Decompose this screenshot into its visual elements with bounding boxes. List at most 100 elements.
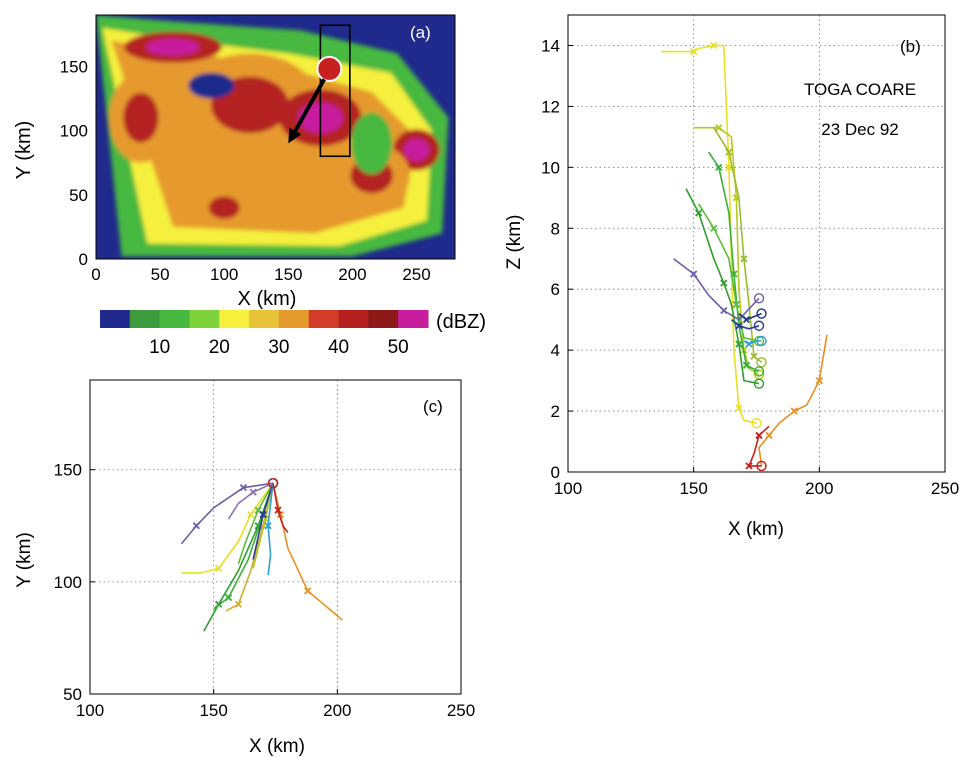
panel-b-series-5-marker-1 [710, 224, 718, 232]
panel-c-series-8 [227, 482, 274, 520]
panel-a-colorbar-swatch-7 [308, 310, 340, 328]
panel-b-x-tick-label-250: 250 [931, 479, 959, 498]
panel-c-series-1-marker-3 [304, 587, 312, 595]
panel-b-series-3-origin [753, 378, 765, 389]
panel-b-annotation-date: 23 Dec 92 [821, 120, 899, 139]
panel-c-series-0 [181, 482, 274, 574]
panel-b-y-tick-label-4: 4 [551, 341, 560, 360]
panel-a-colorbar-tick-30: 30 [268, 337, 289, 358]
panel-a-cell-core-2 [146, 38, 200, 56]
panel-a-colorbar-swatch-8 [338, 310, 369, 328]
panel-a-cell-core-6 [208, 196, 240, 219]
panel-a-marker [316, 55, 343, 82]
panel-a-x-tick-label-0: 0 [91, 265, 100, 284]
panel-a-colorbar-swatch-0 [100, 310, 131, 328]
panel-c-tag: (c) [423, 397, 443, 416]
panel-c-series-8-marker-1 [249, 488, 257, 496]
panel-b-y-tick-label-14: 14 [541, 36, 560, 55]
panel-c-x-label: X (km) [249, 736, 305, 757]
panel-c-frame [89, 379, 462, 695]
panel-c-series-3 [203, 482, 274, 632]
panel-a-echo-free-hole [188, 72, 235, 99]
panel-c-series-11 [272, 483, 289, 533]
panel-c-series-7-marker-3 [192, 522, 200, 530]
panel-b-series-6-marker-3 [720, 306, 728, 315]
panel-b-x-tick-label-200: 200 [805, 479, 833, 498]
panel-c-series-7-marker-1 [239, 484, 247, 492]
panel-c-y-ticks: 50 100 150 [54, 461, 95, 704]
panel-b-y-tick-label-12: 12 [541, 97, 560, 116]
panel-c-series-9 [252, 482, 274, 560]
panel-b-series-7 [730, 319, 760, 330]
panel-b-series-2-marker-1 [725, 148, 733, 156]
panel-b-y-ticks: 0 2 4 6 8 10 12 14 [541, 36, 573, 482]
panel-c-series-6-marker-1 [261, 515, 270, 523]
panel-c-x-tick-label-250: 250 [447, 701, 475, 720]
panel-c-series-0-marker-1 [247, 510, 255, 519]
panel-b-y-tick-label-2: 2 [551, 402, 560, 421]
panel-b-series-4-marker-5 [742, 361, 751, 370]
panel-a-heatmap [96, 15, 455, 259]
panel-b-series-0-marker-1 [690, 47, 698, 56]
panel-b-series-6-marker-1 [690, 270, 698, 278]
panel-b-series-11 [748, 425, 770, 467]
panel-a-colorbar-ticks: 10 20 30 40 50 [149, 337, 409, 358]
panel-c-series-6 [252, 483, 274, 569]
panel-c-series-1 [272, 483, 343, 621]
panel-b-series-10-marker-5 [765, 431, 773, 440]
panel-a-frame [95, 14, 456, 260]
panel-c-series-10-marker-1 [264, 522, 272, 530]
panel-a-colorbar-tick-40: 40 [328, 337, 349, 358]
panel-b-y-tick-label-0: 0 [551, 463, 560, 482]
panel-b-series-3-marker-5 [735, 340, 743, 348]
panel-b-series-3-marker-3 [720, 279, 728, 287]
panel-b-x-tick-label-100: 100 [554, 479, 582, 498]
panel-a-colorbar [100, 310, 429, 328]
panel-b: 100 150 200 250 0 2 4 6 8 10 12 14 X (km) Z (km) (… [504, 14, 959, 540]
panel-a-colorbar-tick-50: 50 [388, 337, 409, 358]
panel-a-tag: (a) [410, 23, 431, 42]
panel-b-trajectories [661, 41, 828, 472]
panel-b-series-9-marker-1 [745, 340, 753, 348]
panel-b-series-7-origin [753, 320, 765, 331]
panel-b-series-5 [698, 203, 760, 342]
panel-b-series-0-marker-3 [710, 41, 718, 50]
panel-b-series-5-marker-3 [732, 300, 741, 309]
panel-a-x-tick-label-100: 100 [210, 265, 238, 284]
panel-b-series-0-origin [751, 418, 762, 429]
panel-c-series-9-marker-1 [259, 510, 267, 519]
panel-a-y-tick-label-0: 0 [79, 250, 88, 269]
panel-a-colorbar-swatch-3 [189, 310, 220, 328]
panel-a-colorbar-swatch-10 [398, 310, 429, 328]
panel-a-x-tick-label-150: 150 [274, 265, 302, 284]
panel-a-x-ticks: 0 50 100 150 200 250 [91, 265, 430, 284]
panel-b-x-ticks: 100 150 200 250 [554, 467, 959, 498]
panel-b-y-tick-label-6: 6 [551, 280, 560, 299]
panel-b-x-tick-label-150: 150 [679, 479, 707, 498]
panel-a-cell-core-3 [123, 93, 159, 143]
panel-b-series-2-marker-3 [740, 255, 748, 263]
panel-b-series-3-marker-1 [695, 209, 703, 217]
panel-a-x-tick-label-250: 250 [402, 265, 430, 284]
panel-a-y-label: Y (km) [13, 121, 35, 180]
panel-b-series-11-origin [756, 460, 767, 472]
panel-b-series-7-marker-1 [735, 322, 743, 330]
panel-c-y-tick-label-100: 100 [54, 573, 82, 592]
panel-c-series-10 [267, 483, 274, 576]
panel-c-y-label: Y (km) [14, 532, 35, 588]
panel-b-series-1-marker-1 [715, 124, 723, 132]
panel-a-cell-core-4 [403, 138, 430, 162]
panel-a-colorbar-tick-10: 10 [149, 337, 170, 358]
panel-b-series-11-marker-1 [755, 431, 763, 440]
panel-b-series-0-marker-5 [725, 163, 733, 171]
panel-a-y-tick-label-150: 150 [60, 57, 88, 76]
panel-b-series-8-marker-1 [742, 316, 751, 324]
panel-b-y-tick-label-10: 10 [541, 158, 560, 177]
panel-c-series-2-marker-3 [234, 600, 243, 608]
panel-c-y-tick-label-50: 50 [63, 685, 82, 704]
panel-a-colorbar-tick-20: 20 [209, 337, 230, 358]
panel-b-series-3 [685, 188, 760, 385]
